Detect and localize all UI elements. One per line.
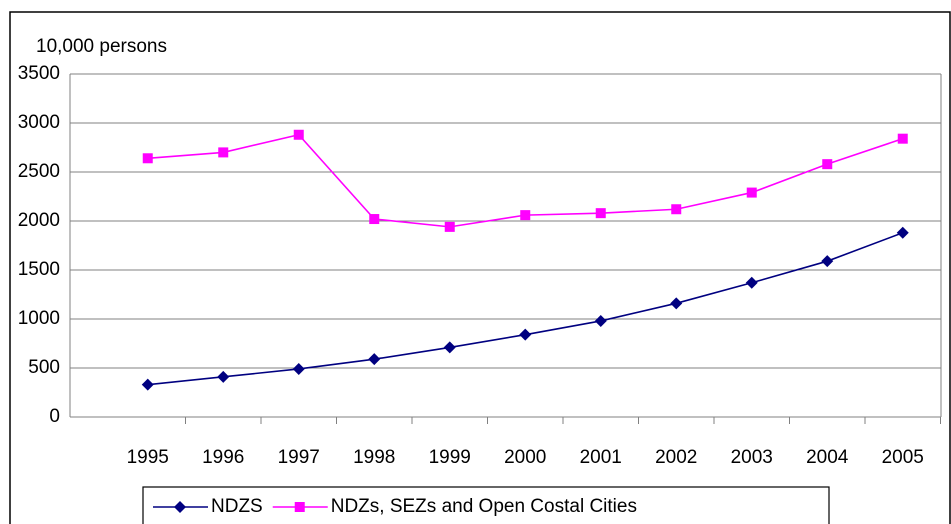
x-tick-label: 2000 — [504, 447, 546, 468]
point — [594, 314, 607, 327]
point — [292, 362, 305, 375]
x-tick-label: 1999 — [429, 447, 471, 468]
point — [443, 341, 456, 354]
x-tick-label: 1997 — [278, 447, 320, 468]
y-tick-label: 1500 — [18, 259, 60, 280]
legend: NDZS NDZs, SEZs and Open Costal Cities — [142, 486, 830, 524]
chart-frame — [9, 11, 951, 524]
y-tick-label: 0 — [49, 406, 60, 427]
point — [670, 297, 683, 310]
point — [822, 159, 833, 170]
point — [671, 204, 682, 215]
point — [896, 226, 909, 239]
x-tick-label: 1998 — [353, 447, 395, 468]
point — [368, 353, 381, 366]
point — [745, 276, 758, 289]
point — [142, 153, 153, 164]
point — [595, 208, 606, 219]
point — [897, 133, 908, 144]
x-tick-label: 2004 — [806, 447, 849, 468]
y-axis-label: 10,000 persons — [36, 36, 167, 57]
point — [519, 328, 532, 341]
point — [174, 501, 186, 513]
y-tick-label: 3000 — [18, 112, 60, 133]
point — [218, 147, 229, 158]
line — [147, 232, 904, 386]
series — [142, 129, 908, 232]
x-tick-label: 1996 — [202, 447, 244, 468]
legend-label: NDZS — [211, 496, 263, 517]
point — [746, 187, 757, 198]
y-tick-label: 2500 — [18, 161, 60, 182]
point — [141, 378, 154, 391]
point — [444, 221, 455, 232]
y-tick-label: 3500 — [18, 63, 60, 84]
point — [294, 502, 305, 512]
y-tick-label: 1000 — [18, 308, 60, 329]
y-tick-label: 2000 — [18, 210, 60, 231]
point — [369, 214, 380, 225]
y-tick-label: 500 — [28, 357, 60, 378]
x-tick-label: 2002 — [655, 447, 697, 468]
point — [520, 210, 531, 221]
x-tick-label: 2003 — [731, 447, 773, 468]
x-tick-label: 2001 — [580, 447, 622, 468]
legend-label: NDZs, SEZs and Open Costal Cities — [331, 496, 637, 517]
x-tick-label: 2005 — [882, 447, 924, 468]
point — [217, 370, 230, 383]
x-tick-label: 1995 — [127, 447, 169, 468]
series — [141, 226, 909, 391]
point — [293, 129, 304, 140]
point — [821, 255, 834, 268]
legend-box — [142, 486, 830, 524]
